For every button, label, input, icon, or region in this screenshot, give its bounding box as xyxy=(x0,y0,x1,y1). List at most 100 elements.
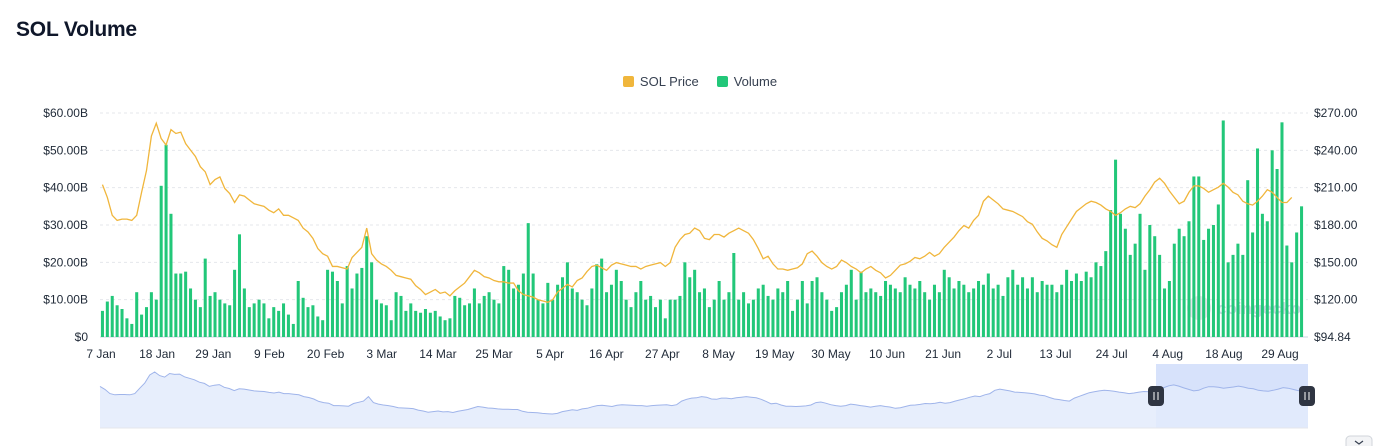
volume-bar xyxy=(859,271,863,337)
volume-bar xyxy=(570,288,574,337)
volume-bar xyxy=(629,307,633,337)
navigator-handle-left[interactable] xyxy=(1148,386,1164,406)
volume-bar xyxy=(541,303,545,337)
volume-bar xyxy=(330,271,334,337)
volume-bar xyxy=(301,297,305,337)
volume-bar xyxy=(923,292,927,337)
x-tick-label: 20 Feb xyxy=(307,347,345,361)
volume-bar xyxy=(375,299,379,337)
volume-bar xyxy=(776,288,780,337)
volume-bar xyxy=(1089,277,1093,337)
volume-bar xyxy=(693,269,697,337)
volume-bar xyxy=(1251,232,1255,337)
right-tick-label: $120.00 xyxy=(1314,293,1358,307)
volume-bar xyxy=(502,266,506,337)
volume-bar xyxy=(849,269,853,337)
export-menu-button[interactable] xyxy=(1345,435,1373,446)
volume-bar xyxy=(198,307,202,337)
volume-bar xyxy=(893,288,897,337)
volume-bar xyxy=(634,292,638,337)
x-tick-label: 9 Feb xyxy=(254,347,285,361)
volume-bar xyxy=(957,281,961,337)
volume-bar xyxy=(257,299,261,337)
volume-bar xyxy=(213,292,217,337)
volume-bar xyxy=(267,318,271,337)
volume-bar xyxy=(1280,122,1284,337)
volume-bar xyxy=(179,273,183,337)
volume-bar xyxy=(810,281,814,337)
x-tick-label: 16 Apr xyxy=(589,347,624,361)
volume-bar xyxy=(350,288,354,337)
volume-bar xyxy=(1153,236,1157,337)
x-tick-label: 24 Jul xyxy=(1096,347,1128,361)
volume-bar xyxy=(678,295,682,337)
volume-bar xyxy=(345,266,349,337)
volume-bar xyxy=(1246,180,1250,337)
volume-bar xyxy=(379,303,383,337)
volume-bar xyxy=(830,310,834,337)
volume-bar xyxy=(1285,245,1289,337)
volume-bar xyxy=(1300,206,1304,337)
legend-item-volume[interactable]: Volume xyxy=(716,74,777,89)
volume-bar xyxy=(854,299,858,337)
volume-bar xyxy=(448,318,452,337)
volume-bar xyxy=(658,299,662,337)
volume-bar xyxy=(756,288,760,337)
volume-bar xyxy=(556,284,560,337)
volume-bar xyxy=(443,320,447,337)
volume-bar xyxy=(937,292,941,337)
left-tick-label: $10.00B xyxy=(43,293,88,307)
left-tick-label: $20.00B xyxy=(43,255,88,269)
legend-item-price[interactable]: SOL Price xyxy=(622,74,699,89)
volume-bar xyxy=(1138,213,1142,337)
volume-bar xyxy=(1275,169,1279,337)
volume-bar xyxy=(766,295,770,337)
left-tick-label: $0 xyxy=(75,330,89,344)
volume-bar xyxy=(585,305,589,337)
navigator-handle-right[interactable] xyxy=(1299,386,1315,406)
volume-bar xyxy=(1192,176,1196,337)
x-tick-label: 19 May xyxy=(755,347,794,361)
volume-bar xyxy=(1025,288,1029,337)
volume-bar xyxy=(707,307,711,337)
volume-bar xyxy=(1099,266,1103,337)
volume-bar xyxy=(135,292,139,337)
volume-bar xyxy=(702,288,706,337)
volume-bar xyxy=(477,303,481,337)
x-axis-labels: 7 Jan 18 Jan 29 Jan 9 Feb 20 Feb 3 Mar 14 Mar 2… xyxy=(86,347,1298,361)
volume-bar xyxy=(218,299,222,337)
range-navigator[interactable] xyxy=(99,364,1315,429)
volume-bar xyxy=(1074,273,1078,337)
volume-bar xyxy=(110,295,114,337)
volume-bar xyxy=(683,262,687,337)
navigator-line xyxy=(99,371,1309,415)
volume-bar xyxy=(404,310,408,337)
volume-bar xyxy=(1207,228,1211,337)
volume-bar xyxy=(781,292,785,337)
volume-bar xyxy=(1162,288,1167,337)
navigator-area xyxy=(100,372,1308,428)
volume-bar xyxy=(605,292,609,337)
volume-bar xyxy=(521,273,525,337)
right-tick-label: $94.84 xyxy=(1314,330,1351,344)
volume-bar xyxy=(154,299,158,337)
volume-bar xyxy=(125,318,129,337)
volume-bar xyxy=(1104,251,1108,337)
volume-bar xyxy=(928,299,932,337)
left-tick-label: $60.00B xyxy=(43,106,88,120)
volume-bar xyxy=(1158,254,1162,337)
price-swatch-icon xyxy=(622,76,634,87)
volume-bar xyxy=(458,297,462,337)
volume-bar xyxy=(233,269,237,337)
x-tick-label: 10 Jun xyxy=(869,347,905,361)
volume-bar xyxy=(898,292,902,337)
chevron-down-icon xyxy=(1354,440,1364,445)
volume-bar xyxy=(981,284,985,337)
volume-bar xyxy=(1094,262,1098,337)
volume-bar xyxy=(262,303,266,337)
volume-bar xyxy=(384,305,388,337)
volume-bar xyxy=(732,253,736,337)
volume-bar xyxy=(1172,243,1176,337)
volume-bar xyxy=(526,223,530,337)
